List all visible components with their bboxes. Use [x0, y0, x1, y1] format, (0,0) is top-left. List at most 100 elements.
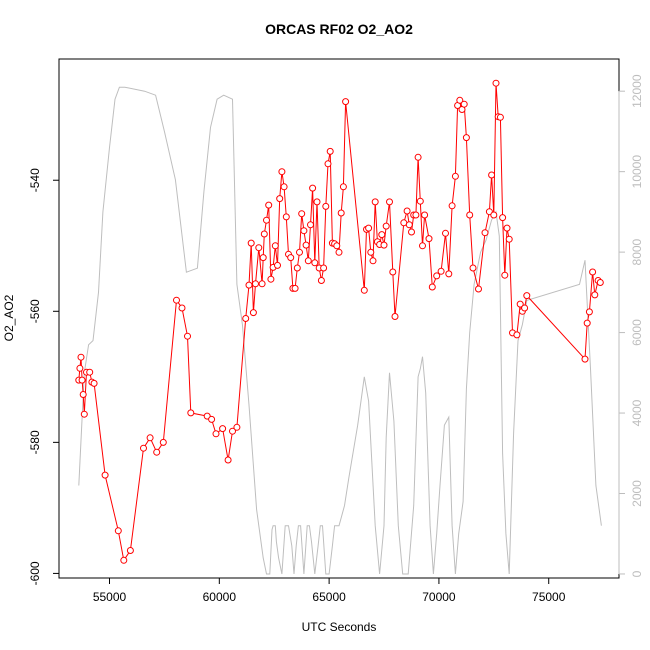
data-point	[462, 134, 470, 142]
y2-tick-label: 0	[630, 570, 644, 577]
data-point	[126, 547, 134, 554]
data-point	[451, 172, 459, 180]
data-point	[503, 224, 511, 232]
data-point	[378, 231, 386, 239]
data-point	[184, 332, 191, 340]
data-point	[120, 556, 128, 564]
data-point	[389, 268, 397, 276]
data-point	[280, 183, 288, 191]
data-point	[496, 113, 504, 121]
data-point	[282, 213, 290, 221]
x-axis-label: UTC Seconds	[302, 620, 377, 634]
y-tick-label: -580	[28, 430, 42, 454]
data-point	[591, 291, 599, 299]
data-point	[342, 98, 350, 106]
data-point	[460, 100, 468, 108]
data-point	[229, 427, 236, 435]
data-point	[219, 425, 227, 433]
data-point	[233, 423, 241, 431]
data-point	[403, 207, 411, 215]
data-point	[419, 242, 426, 250]
x-tick-label: 55000	[93, 590, 127, 604]
data-point	[521, 304, 529, 312]
data-point	[501, 271, 509, 279]
data-point	[302, 241, 310, 249]
data-point	[412, 211, 420, 219]
y2-tick-label: 6000	[630, 319, 644, 346]
data-point	[581, 355, 589, 363]
data-point	[263, 216, 270, 224]
data-point	[391, 313, 399, 320]
data-point	[585, 308, 593, 316]
data-point	[492, 79, 500, 87]
data-point	[265, 201, 273, 209]
y2-tick-label: 12000	[630, 74, 644, 108]
data-point	[140, 444, 147, 452]
data-point	[304, 257, 312, 265]
data-point	[187, 409, 195, 417]
data-point	[267, 275, 275, 283]
data-point	[416, 197, 424, 205]
y2-tick-label: 4000	[630, 399, 644, 426]
data-point	[224, 456, 232, 464]
data-point	[258, 280, 266, 288]
data-point	[252, 280, 259, 288]
data-point	[159, 438, 167, 446]
data-point	[365, 224, 373, 232]
data-point	[259, 254, 267, 262]
data-point	[146, 434, 154, 442]
data-point	[371, 198, 379, 206]
data-point	[335, 248, 343, 256]
data-point	[77, 353, 85, 361]
data-point	[428, 283, 436, 291]
data-point	[367, 248, 375, 256]
data-point	[513, 331, 521, 339]
data-point	[86, 368, 94, 376]
data-point	[475, 285, 482, 293]
data-point	[380, 241, 388, 249]
data-point	[437, 267, 445, 275]
data-point	[481, 229, 489, 237]
y-tick-label: -540	[28, 168, 42, 192]
data-point	[386, 198, 393, 206]
data-point	[212, 430, 220, 438]
chart-title: ORCAS RF02 O2_AO2	[265, 21, 413, 37]
data-point	[260, 230, 268, 238]
data-point	[287, 254, 295, 262]
data-point	[322, 202, 330, 210]
x-tick-label: 70000	[422, 590, 456, 604]
data-point	[523, 292, 531, 300]
data-point	[382, 222, 390, 230]
data-point	[456, 96, 464, 104]
data-point	[293, 264, 301, 272]
data-point	[583, 319, 591, 327]
data-point	[80, 410, 88, 418]
secondary-series-line	[78, 86, 602, 575]
data-point	[448, 202, 456, 210]
data-point	[298, 210, 306, 218]
y2-tick-label: 8000	[630, 238, 644, 265]
data-point	[178, 304, 186, 312]
data-point	[317, 277, 325, 284]
data-point	[369, 257, 377, 265]
data-point	[271, 242, 279, 250]
data-point	[311, 259, 319, 267]
data-point	[405, 221, 413, 229]
data-point	[324, 160, 332, 168]
data-point	[589, 268, 597, 276]
data-point	[300, 227, 308, 235]
data-point	[326, 147, 334, 155]
data-point	[90, 379, 98, 387]
data-point	[433, 272, 441, 280]
data-point	[490, 211, 498, 219]
y2-tick-label: 2000	[630, 480, 644, 507]
data-point	[469, 264, 477, 272]
data-point	[307, 221, 314, 229]
data-point	[173, 296, 180, 304]
x-tick-label: 60000	[203, 590, 237, 604]
data-point	[76, 364, 84, 372]
data-point	[291, 284, 299, 292]
data-point	[276, 195, 284, 203]
